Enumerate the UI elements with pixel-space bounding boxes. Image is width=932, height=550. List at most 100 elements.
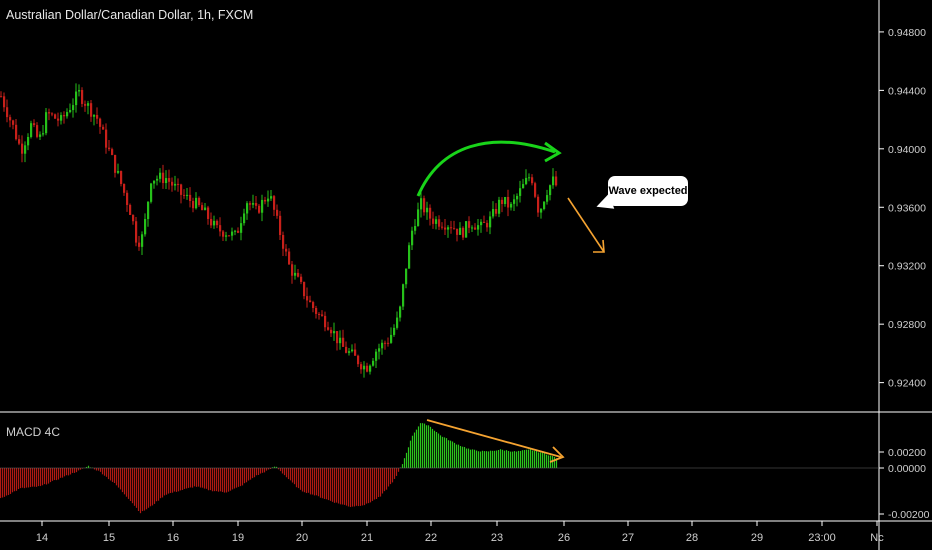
candle: [144, 213, 147, 237]
candle: [36, 122, 39, 139]
candle: [447, 225, 450, 238]
candle: [234, 229, 237, 236]
wave-expected-callout[interactable]: Wave expected: [608, 176, 688, 206]
candle: [153, 180, 156, 189]
candle: [540, 208, 543, 219]
candlestick-series: [0, 83, 558, 378]
candle: [285, 244, 288, 257]
candle: [240, 216, 243, 241]
candle: [3, 92, 6, 112]
candle: [15, 118, 18, 141]
candle: [48, 108, 51, 121]
candle: [87, 100, 90, 115]
candle: [246, 201, 249, 220]
candle: [171, 177, 174, 192]
candle: [81, 87, 84, 108]
candle: [438, 215, 441, 231]
candle: [147, 201, 150, 227]
candle: [78, 84, 81, 97]
candle: [312, 300, 315, 313]
candle: [9, 114, 12, 128]
candle: [162, 164, 165, 189]
candle: [213, 215, 216, 229]
candle: [150, 182, 153, 204]
candle: [336, 331, 339, 351]
candle: [348, 347, 351, 356]
price-tick-label: 0.93200: [888, 261, 926, 273]
candle: [204, 202, 207, 211]
candle: [75, 83, 78, 113]
candle: [66, 108, 69, 119]
candle: [414, 219, 417, 235]
candle: [498, 196, 501, 218]
candle: [267, 190, 270, 207]
time-tick-label: 27: [622, 532, 634, 544]
candle: [489, 211, 492, 235]
candle: [210, 212, 213, 229]
candle: [372, 357, 375, 367]
time-axis: 14 15 16 19 20 21 22 23 26 27 28 29 23:00 Nc: [36, 521, 884, 544]
candle: [384, 340, 387, 350]
price-tick-label: 0.94800: [888, 27, 926, 39]
candle: [273, 194, 276, 217]
candle: [243, 208, 246, 226]
candle: [483, 215, 486, 224]
candle: [471, 225, 474, 232]
candle: [366, 362, 369, 373]
price-tick-label: 0.93600: [888, 202, 926, 214]
candle: [387, 337, 390, 347]
candle: [477, 218, 480, 236]
candle: [264, 196, 267, 205]
candle: [342, 329, 345, 348]
price-tick-label: 0.92800: [888, 319, 926, 331]
time-tick-label: 21: [361, 532, 373, 544]
candle: [231, 227, 234, 241]
candle: [198, 196, 201, 207]
price-tick-label: 0.94400: [888, 85, 926, 97]
candle: [531, 174, 534, 186]
candle: [249, 201, 252, 211]
candle: [39, 131, 42, 140]
candle: [306, 287, 309, 308]
candle: [96, 107, 99, 124]
macd-histogram: [0, 423, 558, 514]
candle: [534, 181, 537, 199]
candle: [141, 231, 144, 256]
candle: [126, 190, 129, 212]
candle: [402, 283, 405, 311]
candle: [117, 163, 120, 175]
candle: [57, 112, 60, 127]
orange-down-arrowhead: [593, 239, 605, 253]
candle: [42, 125, 45, 137]
candle: [543, 201, 546, 211]
candle: [177, 178, 180, 192]
candle: [291, 260, 294, 284]
candle: [225, 231, 228, 242]
candle: [519, 180, 522, 203]
candle: [459, 222, 462, 235]
candle: [195, 192, 198, 210]
candle: [432, 211, 435, 229]
candle: [537, 194, 540, 217]
candle: [252, 194, 255, 209]
candle: [417, 202, 420, 227]
candle: [111, 147, 114, 156]
orange-down-arrow: [567, 197, 605, 253]
candle: [546, 189, 549, 205]
time-tick-label: 26: [558, 532, 570, 544]
candle: [456, 228, 459, 242]
time-tick-label: Nc: [870, 532, 884, 544]
candle: [510, 202, 513, 211]
candle: [201, 202, 204, 211]
macd-axis: 0.00200 0.00000 -0.00200: [879, 447, 930, 521]
candle: [309, 295, 312, 303]
candle: [30, 120, 33, 139]
candle: [216, 219, 219, 229]
candle: [396, 311, 399, 330]
candle: [270, 189, 273, 202]
candle: [93, 114, 96, 126]
candle: [123, 183, 126, 196]
candle: [0, 91, 3, 98]
candle: [345, 341, 348, 354]
